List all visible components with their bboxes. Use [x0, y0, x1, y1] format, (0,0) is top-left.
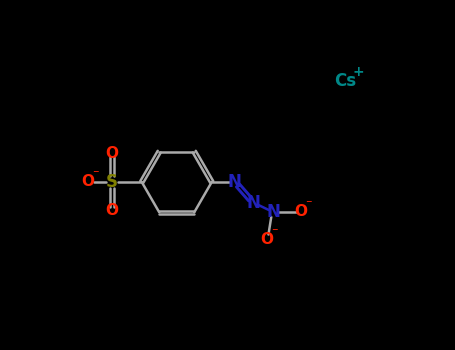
- Text: S: S: [106, 173, 118, 191]
- Text: +: +: [352, 65, 364, 79]
- Text: O: O: [294, 204, 308, 219]
- Text: O: O: [260, 232, 273, 247]
- Text: ⁻: ⁻: [92, 168, 99, 181]
- Text: N: N: [247, 194, 261, 212]
- Text: N: N: [266, 203, 280, 221]
- Text: O: O: [82, 175, 95, 189]
- Text: ⁻: ⁻: [271, 226, 278, 239]
- Text: O: O: [106, 203, 118, 218]
- Text: O: O: [106, 146, 118, 161]
- Text: Cs: Cs: [334, 71, 356, 90]
- Text: N: N: [228, 173, 242, 191]
- Text: ⁻: ⁻: [305, 198, 312, 211]
